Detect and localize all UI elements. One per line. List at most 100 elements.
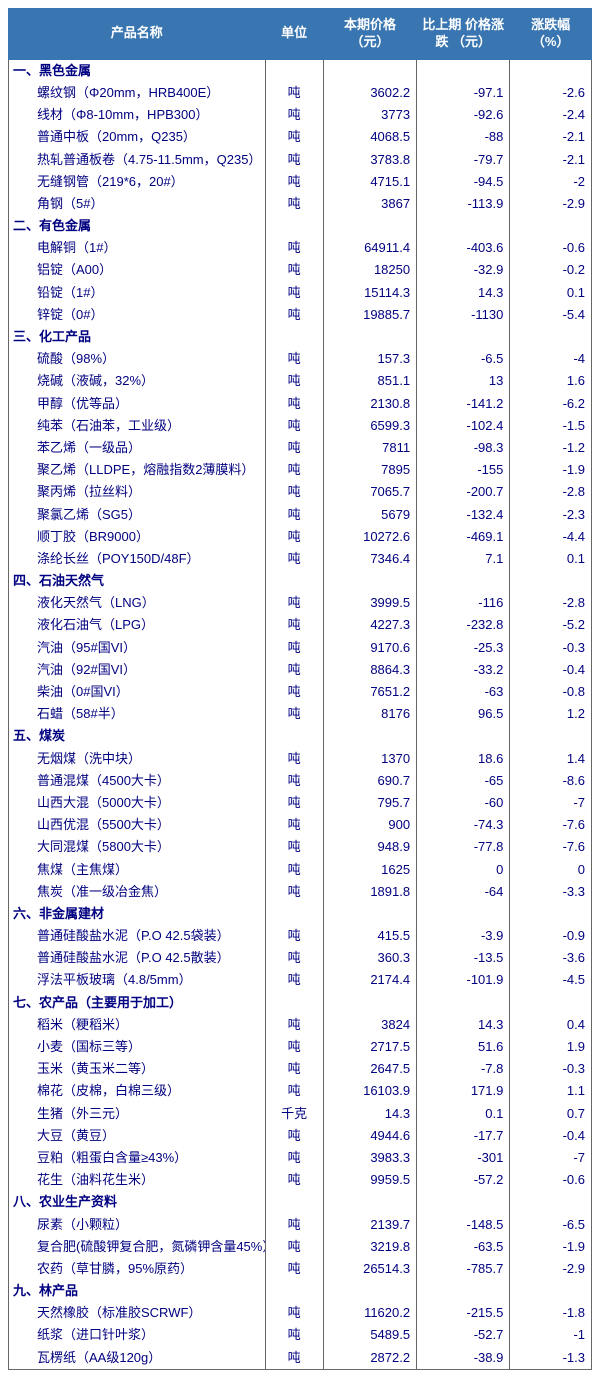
category-row: 七、农产品（主要用于加工）	[9, 992, 592, 1014]
change: 96.5	[417, 703, 510, 725]
table-row: 棉花（皮棉，白棉三级）吨16103.9171.91.1	[9, 1080, 592, 1102]
percent: -1.3	[510, 1347, 592, 1370]
price: 3867	[323, 193, 416, 215]
product-name: 聚丙烯（拉丝料）	[9, 481, 266, 503]
product-name: 铝锭（A00）	[9, 259, 266, 281]
unit: 吨	[265, 748, 323, 770]
change: -148.5	[417, 1214, 510, 1236]
table-row: 柴油（0#国VI）吨7651.2-63-0.8	[9, 681, 592, 703]
price: 415.5	[323, 925, 416, 947]
empty-cell	[323, 1191, 416, 1213]
product-name: 螺纹钢（Φ20mm，HRB400E）	[9, 82, 266, 104]
unit: 吨	[265, 1214, 323, 1236]
price: 2174.4	[323, 969, 416, 991]
price: 1625	[323, 859, 416, 881]
change: 0.1	[417, 1103, 510, 1125]
percent: 0	[510, 859, 592, 881]
price: 948.9	[323, 836, 416, 858]
change: -63	[417, 681, 510, 703]
change: 13	[417, 370, 510, 392]
empty-cell	[265, 570, 323, 592]
category-row: 二、有色金属	[9, 215, 592, 237]
unit: 吨	[265, 1036, 323, 1058]
category-label: 二、有色金属	[9, 215, 266, 237]
table-row: 纯苯（石油苯，工业级）吨6599.3-102.4-1.5	[9, 415, 592, 437]
product-name: 稻米（粳稻米）	[9, 1014, 266, 1036]
percent: -1.9	[510, 459, 592, 481]
col-product: 产品名称	[9, 9, 266, 60]
unit: 吨	[265, 881, 323, 903]
col-price: 本期价格 （元）	[323, 9, 416, 60]
unit: 吨	[265, 969, 323, 991]
table-row: 聚丙烯（拉丝料）吨7065.7-200.7-2.8	[9, 481, 592, 503]
percent: -6.2	[510, 393, 592, 415]
unit: 吨	[265, 592, 323, 614]
percent: -7.6	[510, 814, 592, 836]
change: -79.7	[417, 149, 510, 171]
table-row: 普通混煤（4500大卡）吨690.7-65-8.6	[9, 770, 592, 792]
price: 8176	[323, 703, 416, 725]
unit: 吨	[265, 459, 323, 481]
table-row: 线材（Φ8-10mm，HPB300）吨3773-92.6-2.4	[9, 104, 592, 126]
category-row: 八、农业生产资料	[9, 1191, 592, 1213]
unit: 吨	[265, 637, 323, 659]
unit: 吨	[265, 259, 323, 281]
empty-cell	[323, 992, 416, 1014]
percent: -0.9	[510, 925, 592, 947]
unit: 吨	[265, 859, 323, 881]
product-name: 电解铜（1#）	[9, 237, 266, 259]
product-name: 柴油（0#国VI）	[9, 681, 266, 703]
empty-cell	[265, 215, 323, 237]
price: 1891.8	[323, 881, 416, 903]
change: -232.8	[417, 614, 510, 636]
price: 15114.3	[323, 282, 416, 304]
percent: -0.4	[510, 659, 592, 681]
price: 851.1	[323, 370, 416, 392]
empty-cell	[323, 59, 416, 82]
product-name: 农药（草甘膦，95%原药）	[9, 1258, 266, 1280]
change: 0	[417, 859, 510, 881]
empty-cell	[417, 725, 510, 747]
table-header: 产品名称 单位 本期价格 （元） 比上期 价格涨跌 （元） 涨跌幅 （%）	[9, 9, 592, 60]
price: 18250	[323, 259, 416, 281]
change: -113.9	[417, 193, 510, 215]
percent: -2.3	[510, 504, 592, 526]
empty-cell	[510, 570, 592, 592]
unit: 吨	[265, 925, 323, 947]
percent: -2.1	[510, 126, 592, 148]
table-row: 普通硅酸盐水泥（P.O 42.5袋装）吨415.5-3.9-0.9	[9, 925, 592, 947]
empty-cell	[510, 1280, 592, 1302]
price: 7811	[323, 437, 416, 459]
table-row: 涤纶长丝（POY150D/48F）吨7346.47.10.1	[9, 548, 592, 570]
product-name: 顺丁胶（BR9000）	[9, 526, 266, 548]
price: 3783.8	[323, 149, 416, 171]
empty-cell	[510, 992, 592, 1014]
price: 11620.2	[323, 1302, 416, 1324]
product-name: 液化石油气（LPG）	[9, 614, 266, 636]
product-name: 生猪（外三元）	[9, 1103, 266, 1125]
change: -102.4	[417, 415, 510, 437]
table-row: 聚氯乙烯（SG5）吨5679-132.4-2.3	[9, 504, 592, 526]
col-change: 比上期 价格涨跌 （元）	[417, 9, 510, 60]
table-row: 大豆（黄豆）吨4944.6-17.7-0.4	[9, 1125, 592, 1147]
category-label: 八、农业生产资料	[9, 1191, 266, 1213]
product-name: 热轧普通板卷（4.75-11.5mm，Q235）	[9, 149, 266, 171]
table-row: 农药（草甘膦，95%原药）吨26514.3-785.7-2.9	[9, 1258, 592, 1280]
price: 10272.6	[323, 526, 416, 548]
unit: 吨	[265, 1125, 323, 1147]
price: 3219.8	[323, 1236, 416, 1258]
empty-cell	[265, 59, 323, 82]
change: -155	[417, 459, 510, 481]
product-name: 山西优混（5500大卡）	[9, 814, 266, 836]
unit: 千克	[265, 1103, 323, 1125]
percent: -2	[510, 171, 592, 193]
price: 690.7	[323, 770, 416, 792]
unit: 吨	[265, 393, 323, 415]
unit: 吨	[265, 171, 323, 193]
product-name: 汽油（92#国VI）	[9, 659, 266, 681]
unit: 吨	[265, 1014, 323, 1036]
unit: 吨	[265, 814, 323, 836]
percent: 1.6	[510, 370, 592, 392]
table-row: 玉米（黄玉米二等）吨2647.5-7.8-0.3	[9, 1058, 592, 1080]
price-table: 产品名称 单位 本期价格 （元） 比上期 价格涨跌 （元） 涨跌幅 （%） 一、…	[8, 8, 592, 1370]
